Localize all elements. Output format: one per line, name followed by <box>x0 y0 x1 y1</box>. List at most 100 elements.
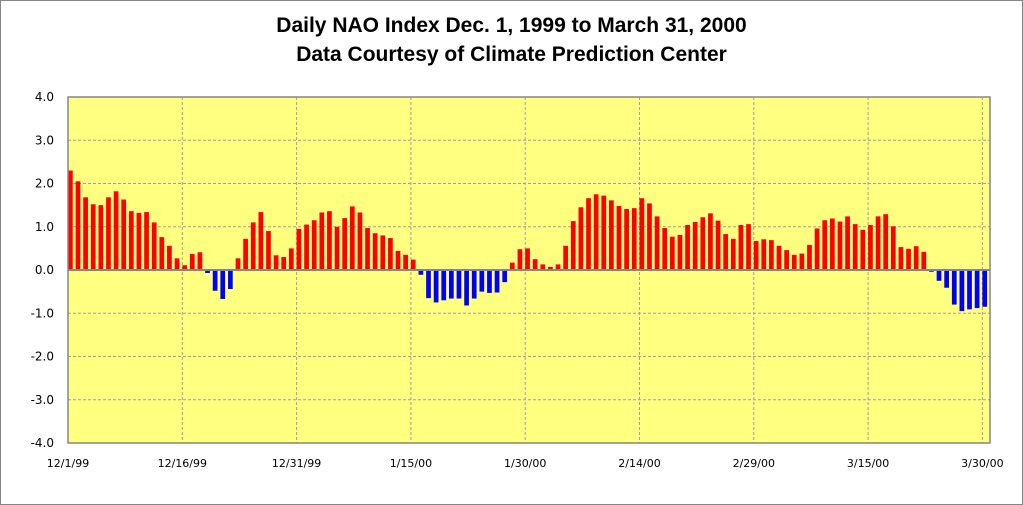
bar <box>822 220 828 270</box>
bar <box>151 222 157 270</box>
chart-subtitle: Data Courtesy of Climate Prediction Cent… <box>296 43 727 66</box>
bar <box>136 212 142 270</box>
bar <box>250 222 256 270</box>
bar <box>144 212 149 270</box>
bar <box>311 220 317 270</box>
bar <box>860 229 866 270</box>
bar <box>494 270 500 293</box>
bar <box>365 228 370 270</box>
bar <box>342 218 348 270</box>
bar <box>98 205 104 270</box>
bar <box>319 212 325 270</box>
bar <box>334 226 340 270</box>
bar <box>868 225 873 270</box>
bar <box>593 194 599 270</box>
bar <box>982 270 988 307</box>
bar <box>631 208 637 270</box>
bars <box>68 170 988 312</box>
x-tick-label: 12/31/99 <box>272 457 321 470</box>
bar <box>487 270 492 293</box>
bar <box>563 245 569 270</box>
x-tick-label: 3/30/00 <box>961 457 1003 470</box>
bar <box>791 254 797 270</box>
bar <box>639 198 645 270</box>
bar <box>441 270 447 301</box>
bar <box>829 218 835 270</box>
bar <box>936 270 942 281</box>
bar <box>944 270 950 288</box>
x-tick-label: 12/16/99 <box>158 457 207 470</box>
bar <box>784 250 789 270</box>
bar <box>570 221 576 270</box>
bar <box>113 191 119 270</box>
bar <box>273 255 279 270</box>
bar <box>372 233 378 270</box>
bar <box>235 258 241 270</box>
bar <box>685 225 690 270</box>
bar <box>852 224 858 270</box>
bar <box>479 270 485 292</box>
bar <box>845 216 850 270</box>
bar <box>883 214 889 270</box>
y-tick-label: 0.0 <box>35 263 54 277</box>
bar <box>730 238 736 270</box>
bar <box>106 197 111 270</box>
bar <box>761 239 767 270</box>
bar <box>532 259 538 270</box>
bar <box>669 236 675 270</box>
bar <box>509 262 515 270</box>
bar <box>601 195 607 270</box>
bar <box>586 198 591 270</box>
y-tick-label: -3.0 <box>31 393 54 407</box>
bar <box>464 270 469 306</box>
y-tick-label: -4.0 <box>31 436 54 450</box>
bar <box>677 234 683 270</box>
bar <box>875 216 881 270</box>
bar <box>738 225 744 270</box>
bar <box>913 246 919 270</box>
bar <box>540 264 546 270</box>
bar <box>555 264 561 270</box>
x-tick-label: 2/14/00 <box>618 457 660 470</box>
bar <box>68 170 73 270</box>
bar <box>380 235 386 270</box>
bar <box>723 234 729 270</box>
bar <box>128 211 134 270</box>
bar <box>456 270 462 299</box>
bar <box>448 270 454 299</box>
y-tick-label: 1.0 <box>35 220 54 234</box>
bar <box>753 241 759 270</box>
bar <box>258 212 264 270</box>
bar <box>715 220 721 270</box>
bar <box>304 224 309 270</box>
bar <box>647 203 652 270</box>
bar <box>212 270 218 291</box>
bar <box>624 209 629 270</box>
bar <box>197 252 203 270</box>
x-tick-label: 2/29/00 <box>733 457 775 470</box>
bar <box>182 265 188 270</box>
bar <box>890 226 896 270</box>
bar <box>410 259 416 270</box>
bar <box>662 228 668 270</box>
bar <box>433 270 439 303</box>
x-axis-ticks: 12/1/99 12/16/99 12/31/99 1/15/00 1/30/00 2/1… <box>47 457 1004 470</box>
bar <box>174 258 180 270</box>
bar <box>906 248 911 270</box>
y-tick-label: 2.0 <box>35 177 54 191</box>
bar <box>388 237 393 270</box>
bar <box>708 213 713 270</box>
bar <box>266 231 271 270</box>
bar <box>83 197 88 270</box>
bar <box>418 270 424 275</box>
bar <box>951 270 957 305</box>
bar <box>814 228 820 270</box>
bar <box>167 245 172 270</box>
bar <box>205 270 210 274</box>
bar <box>243 238 248 270</box>
bar <box>426 270 431 299</box>
bar <box>769 240 774 270</box>
bar <box>228 270 233 290</box>
bar <box>349 206 355 270</box>
